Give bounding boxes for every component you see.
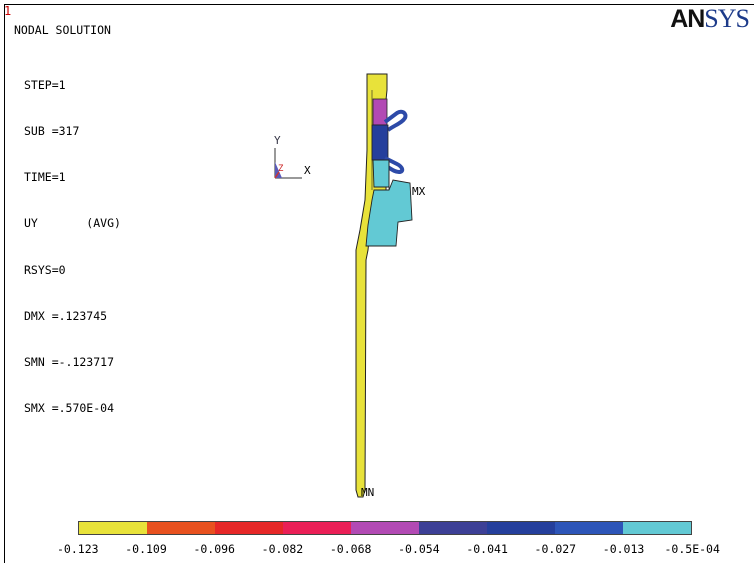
legend-label-7: -0.027 — [534, 542, 577, 556]
info-smn: SMN =-.123717 — [24, 355, 115, 370]
legend-label-1: -0.109 — [125, 542, 167, 556]
info-smx: SMX =.570E-04 — [24, 401, 115, 416]
legend-swatch-2 — [215, 522, 283, 534]
min-marker: MN — [361, 486, 375, 499]
info-rsys: RSYS=0 — [24, 262, 66, 277]
legend-swatch-7 — [555, 522, 623, 534]
info-result-item: UY (AVG) — [24, 216, 121, 231]
legend-label-9: -0.5E-04 — [664, 542, 720, 556]
legend-label-6: -0.041 — [466, 542, 508, 556]
triad-y-label: Y — [274, 134, 281, 147]
max-marker: MX — [412, 185, 426, 198]
legend-swatch-0 — [79, 522, 147, 534]
legend-label-4: -0.068 — [329, 542, 372, 556]
legend-label-2: -0.096 — [193, 542, 235, 556]
legend-label-5: -0.054 — [398, 542, 440, 556]
solution-info: STEP=1 SUB =317 TIME=1 UY (AVG) RSYS=0 D… — [24, 47, 121, 432]
info-time: TIME=1 — [24, 170, 66, 185]
logo-bold-text: AN — [670, 5, 705, 33]
legend-swatch-3 — [283, 522, 351, 534]
lower-blue-loop — [384, 156, 405, 175]
legend-color-bar — [78, 521, 692, 535]
info-substep: SUB =317 — [24, 124, 80, 139]
dark-blue-region — [371, 124, 389, 161]
triad-axes-icon — [274, 148, 302, 179]
graphics-window[interactable] — [4, 4, 754, 563]
legend-swatch-5 — [419, 522, 487, 534]
legend-swatch-4 — [351, 522, 419, 534]
legend-label-0: -0.123 — [57, 542, 99, 556]
info-dmx: DMX =.123745 — [24, 308, 108, 323]
triad-x-label: X — [304, 164, 311, 177]
legend-label-3: -0.082 — [261, 542, 304, 556]
ansys-logo: ANSYS — [670, 4, 750, 33]
logo-light-text: SYS — [704, 4, 750, 33]
plot-title: NODAL SOLUTION — [14, 23, 111, 37]
legend-swatch-6 — [487, 522, 555, 534]
legend-swatch-1 — [147, 522, 215, 534]
window-number: 1 — [4, 4, 12, 18]
legend-swatch-8 — [623, 522, 691, 534]
legend-label-8: -0.013 — [602, 542, 645, 556]
upper-blue-loop — [383, 109, 408, 132]
info-step: STEP=1 — [24, 77, 66, 92]
coordinate-triad: Y Z X — [266, 134, 316, 184]
triad-z-label: Z — [278, 164, 284, 174]
